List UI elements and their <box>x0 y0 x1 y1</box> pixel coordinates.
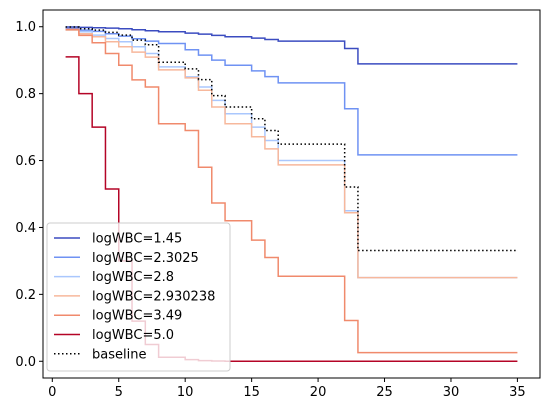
legend-label: logWBC=1.45 <box>92 232 182 247</box>
x-tick-label: 20 <box>310 385 327 400</box>
y-tick-label: 0.4 <box>15 221 36 236</box>
x-tick-label: 15 <box>243 385 260 400</box>
y-tick-label: 0.8 <box>15 87 36 102</box>
legend-box <box>46 222 231 372</box>
x-tick-label: 35 <box>509 385 526 400</box>
plot-frame <box>42 9 541 379</box>
y-tick-label: 0.2 <box>15 288 36 303</box>
legend-label: logWBC=3.49 <box>92 309 182 324</box>
legend: logWBC=1.45 logWBC=2.3025 logWBC=2.8 logWBC… <box>46 222 231 372</box>
axis-ticks: 0 5 10 15 20 25 30 35 0.0 0.2 0.4 0.6 0.8 1.0 <box>15 20 525 400</box>
legend-label: logWBC=2.3025 <box>92 251 199 266</box>
x-tick-label: 30 <box>443 385 460 400</box>
series-line-5 <box>65 28 518 354</box>
x-tick-label: 0 <box>48 385 56 400</box>
legend-label: logWBC=2.8 <box>92 270 174 285</box>
legend-label: baseline <box>92 347 146 362</box>
x-tick-label: 25 <box>376 385 393 400</box>
legend-items: logWBC=1.45 logWBC=2.3025 logWBC=2.8 logWBC… <box>54 232 215 362</box>
legend-label: logWBC=2.930238 <box>92 289 215 304</box>
y-tick-label: 0.0 <box>15 355 36 370</box>
legend-label: logWBC=5.0 <box>92 328 174 343</box>
x-tick-label: 5 <box>115 385 123 400</box>
series-line-7 <box>65 26 518 252</box>
y-tick-label: 1.0 <box>15 20 36 35</box>
series-line-1 <box>65 26 518 65</box>
y-tick-label: 0.6 <box>15 154 36 169</box>
series-line-4 <box>65 29 518 279</box>
x-tick-label: 10 <box>177 385 194 400</box>
